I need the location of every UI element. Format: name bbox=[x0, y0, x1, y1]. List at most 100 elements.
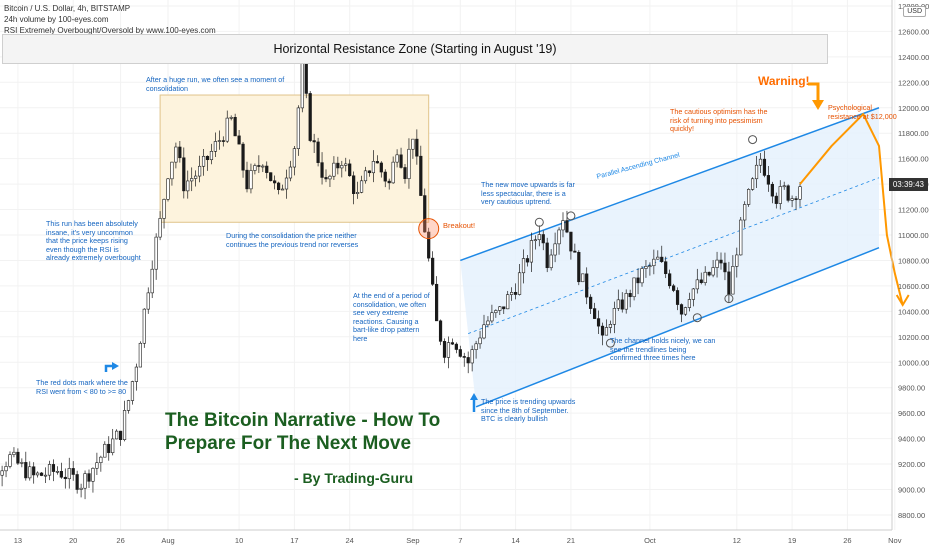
candle-body bbox=[675, 290, 680, 305]
x-axis: 13 20 26 Aug 10 17 24 Sep 7 14 21 Oct 12 19 26 Nov bbox=[0, 529, 902, 545]
candle-body bbox=[71, 468, 75, 475]
candle-body bbox=[798, 186, 802, 200]
candle-body bbox=[103, 443, 107, 458]
candle-body bbox=[644, 266, 648, 269]
candle-body bbox=[198, 165, 202, 177]
title-line-1: The Bitcoin Narrative - How To bbox=[165, 410, 441, 431]
channel-mid-line bbox=[468, 177, 880, 334]
candle-body bbox=[261, 165, 265, 168]
candle-body bbox=[265, 165, 269, 173]
candle-body bbox=[154, 236, 158, 270]
channel-lower-line bbox=[475, 247, 880, 408]
note-run: This run has been absolutely insane, it'… bbox=[46, 219, 141, 263]
candle-body bbox=[194, 175, 198, 179]
candle-body bbox=[719, 259, 723, 264]
candle-body bbox=[75, 474, 79, 490]
candle-body bbox=[39, 472, 44, 476]
candle-body bbox=[466, 357, 470, 364]
candle-body bbox=[506, 294, 510, 310]
candle-body bbox=[119, 430, 123, 440]
candle-body bbox=[284, 177, 289, 190]
arrow-head-red-dots bbox=[112, 362, 119, 370]
candle-body bbox=[604, 327, 609, 336]
candle-body bbox=[209, 151, 214, 161]
candle-body bbox=[87, 473, 91, 482]
candle-body bbox=[569, 231, 573, 252]
note-consolidation-title: After a huge run, we often see a moment … bbox=[146, 75, 285, 93]
candle-body bbox=[502, 306, 506, 310]
candle-body bbox=[750, 178, 755, 190]
candle-body bbox=[304, 62, 308, 94]
candle-body bbox=[513, 292, 518, 295]
x-tick-label: 26 bbox=[116, 536, 124, 545]
candle-body bbox=[371, 161, 376, 174]
candle-body bbox=[494, 310, 498, 314]
candle-body bbox=[521, 258, 526, 274]
candle-body bbox=[399, 154, 403, 168]
candle-body bbox=[253, 165, 257, 171]
candle-body bbox=[498, 306, 502, 311]
candle-body bbox=[727, 271, 731, 295]
candle-body bbox=[648, 265, 652, 268]
y-tick-label: 10600.00 bbox=[898, 282, 929, 291]
x-tick-label: 12 bbox=[733, 536, 741, 545]
candle-body bbox=[687, 299, 691, 308]
candle-body bbox=[786, 185, 790, 201]
candle-body bbox=[565, 220, 569, 233]
candle-body bbox=[735, 254, 739, 267]
candle-body bbox=[55, 470, 59, 473]
candle-body bbox=[28, 466, 32, 479]
y-tick-label: 10800.00 bbox=[898, 256, 929, 265]
x-tick-label: Oct bbox=[644, 536, 657, 545]
candle-body bbox=[387, 180, 391, 184]
candle-body bbox=[336, 162, 340, 169]
candle-body bbox=[754, 164, 759, 180]
note-extreme-reaction: At the end of a period of consolidation,… bbox=[353, 291, 430, 343]
candle-body bbox=[596, 318, 601, 327]
y-tick-label: 11000.00 bbox=[898, 231, 929, 240]
y-tick-label: 9600.00 bbox=[898, 409, 925, 418]
candle-body bbox=[359, 180, 364, 193]
y-axis: 8800.00 9000.00 9200.00 9400.00 9600.00 9800.… bbox=[891, 0, 929, 530]
candle-body bbox=[91, 467, 95, 482]
candle-body bbox=[482, 324, 486, 339]
candle-body bbox=[79, 487, 83, 490]
candle-body bbox=[12, 451, 16, 455]
x-tick-label: 10 bbox=[235, 536, 243, 545]
candle-body bbox=[233, 117, 237, 137]
candle-body bbox=[723, 262, 727, 273]
candle-body bbox=[36, 472, 40, 476]
candle-body bbox=[628, 293, 632, 298]
candle-body bbox=[355, 192, 360, 194]
candle-series bbox=[0, 51, 802, 500]
candle-body bbox=[312, 140, 316, 143]
y-tick-label: 10200.00 bbox=[898, 333, 929, 342]
candle-body bbox=[541, 234, 545, 244]
y-tick-label: 11600.00 bbox=[898, 155, 929, 164]
candle-body bbox=[533, 239, 537, 242]
x-tick-label: 19 bbox=[788, 536, 796, 545]
candle-body bbox=[24, 462, 28, 479]
candle-body bbox=[474, 343, 478, 350]
candle-body bbox=[561, 220, 565, 231]
candle-body bbox=[186, 180, 190, 192]
projection-path bbox=[799, 113, 910, 307]
candle-body bbox=[83, 473, 87, 489]
x-tick-label: 26 bbox=[843, 536, 851, 545]
candle-body bbox=[770, 183, 774, 197]
warning-arrow-head bbox=[812, 100, 824, 110]
candle-body bbox=[668, 273, 672, 287]
candle-body bbox=[158, 218, 162, 238]
note-new-move: The new move upwards is far less spectac… bbox=[481, 180, 575, 207]
candle-body bbox=[249, 170, 253, 190]
candle-body bbox=[549, 254, 553, 269]
title-line-2: Prepare For The Next Move bbox=[165, 433, 412, 454]
y-tick-label: 12200.00 bbox=[898, 78, 929, 87]
candle-body bbox=[4, 466, 8, 472]
candle-body bbox=[592, 308, 597, 319]
candle-body bbox=[517, 272, 522, 295]
candle-body bbox=[130, 381, 135, 401]
currency-badge[interactable]: USD bbox=[903, 6, 926, 17]
candle-body bbox=[762, 158, 767, 176]
candle-body bbox=[790, 198, 794, 201]
